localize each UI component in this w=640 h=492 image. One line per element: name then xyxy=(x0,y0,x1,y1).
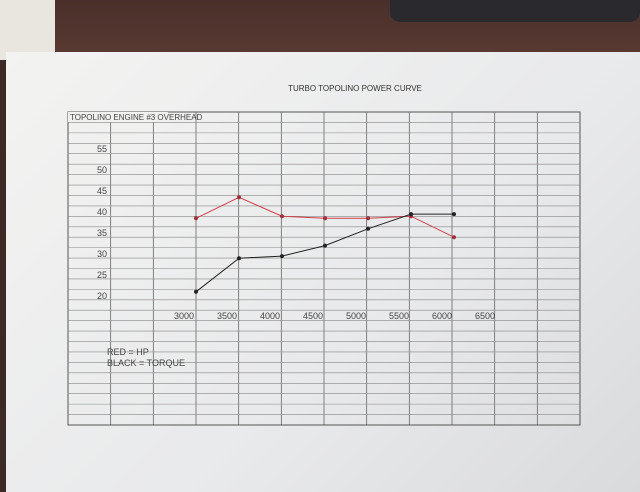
y-tick-label: 35 xyxy=(97,228,107,238)
torque-point xyxy=(323,243,327,248)
y-tick-label: 20 xyxy=(97,291,107,301)
y-tick-label: 45 xyxy=(97,186,107,196)
torque-point xyxy=(280,254,284,259)
x-tick-label: 3500 xyxy=(217,311,237,321)
hp-point xyxy=(452,235,456,240)
chart-title: TURBO TOPOLINO POWER CURVE xyxy=(288,84,422,93)
x-tick-label: 4000 xyxy=(260,311,280,321)
hp-point xyxy=(194,216,198,221)
chart: TURBO TOPOLINO POWER CURVE TOPOLINO ENGI… xyxy=(67,84,581,426)
device-edge xyxy=(390,0,640,22)
x-tick-label: 5000 xyxy=(346,311,366,321)
subtitle-bg xyxy=(68,112,168,122)
x-tick-label: 6000 xyxy=(432,311,452,321)
x-tick-label: 4500 xyxy=(303,311,323,321)
y-tick-label: 50 xyxy=(97,165,107,175)
torque-point xyxy=(366,226,370,231)
torque-point xyxy=(452,212,456,217)
hp-point xyxy=(280,214,284,219)
y-tick-label: 30 xyxy=(97,249,107,259)
hp-point xyxy=(366,216,370,221)
torque-point xyxy=(409,212,413,217)
torque-point xyxy=(194,289,198,294)
torque-point xyxy=(237,256,241,261)
x-tick-label: 3000 xyxy=(174,311,194,321)
hp-point xyxy=(323,216,327,221)
chart-subtitle: TOPOLINO ENGINE #3 OVERHEAD xyxy=(70,113,203,122)
y-tick-label: 55 xyxy=(97,144,107,154)
legend-hp: RED = HP xyxy=(107,347,149,357)
paper-corner xyxy=(0,0,55,60)
y-tick-label: 25 xyxy=(97,270,107,280)
x-tick-label: 6500 xyxy=(475,311,495,321)
paper-sheet xyxy=(6,52,640,492)
torque-line xyxy=(195,213,454,293)
x-tick-label: 5500 xyxy=(389,311,409,321)
y-tick-label: 40 xyxy=(97,207,107,217)
grid xyxy=(67,111,581,426)
legend-torque: BLACK = TORQUE xyxy=(107,358,185,368)
hp-point xyxy=(237,195,241,200)
